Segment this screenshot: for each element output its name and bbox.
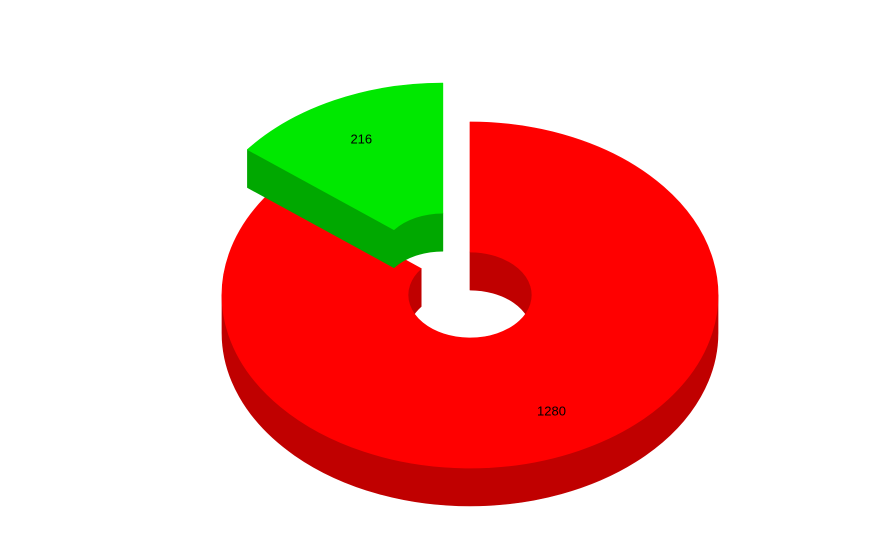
red-slice-top — [221, 121, 719, 469]
slice-label-red: 1280 — [537, 404, 566, 419]
pie-slices-group — [221, 82, 719, 507]
green-slice-top — [247, 82, 444, 230]
slice-label-green: 216 — [350, 132, 372, 147]
